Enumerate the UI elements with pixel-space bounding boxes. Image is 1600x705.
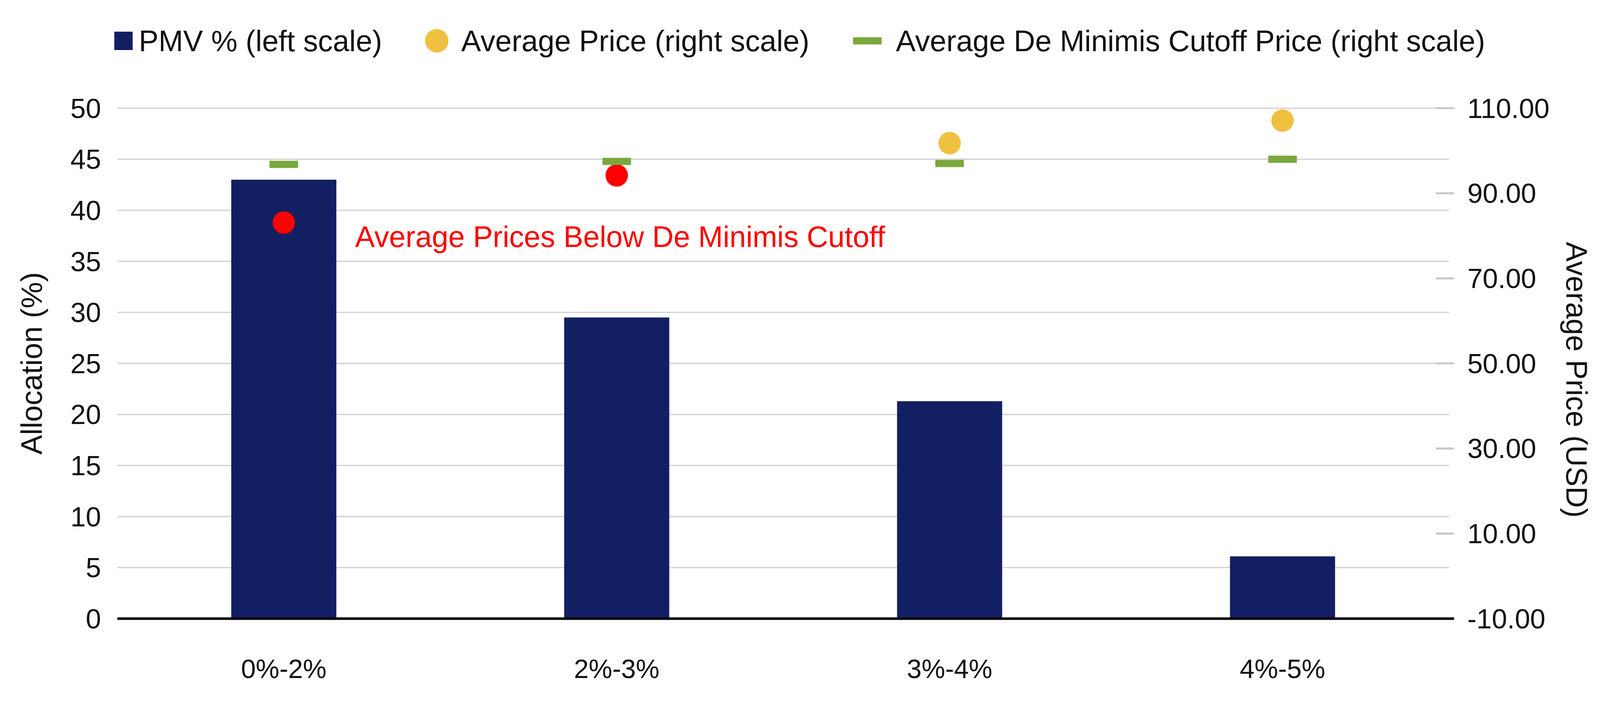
y2-tick-label: 30.00 <box>1467 432 1536 464</box>
legend-label: PMV % (left scale) <box>138 24 383 58</box>
legend-swatch <box>853 37 882 45</box>
marks <box>231 109 1336 619</box>
bar <box>231 179 337 619</box>
dash-marker <box>602 157 631 165</box>
grid-line <box>117 158 1449 160</box>
y2-tick <box>1435 447 1454 450</box>
grid-line <box>117 107 1449 109</box>
y2-tick <box>1435 107 1454 109</box>
dash-marker <box>935 159 964 167</box>
y2-tick <box>1435 532 1454 535</box>
legend-swatch <box>114 31 133 50</box>
y-tick-label: 0 <box>85 603 101 634</box>
y2-tick-label: 10.00 <box>1467 517 1536 549</box>
chart: 0 5 10 15 20 25 30 35 40 45 50 -10.00 10.00 30.00 50.0… <box>0 0 1600 705</box>
y-tick-label: 10 <box>70 501 101 533</box>
bar <box>564 317 670 619</box>
y2-tick <box>1435 277 1454 280</box>
x-tick-label: 3%-4% <box>907 653 993 684</box>
annotation: Average Prices Below De Minimis Cutoff <box>355 219 886 254</box>
legend-label: Average De Minimis Cutoff Price (right s… <box>896 24 1486 58</box>
bar <box>1230 556 1336 619</box>
legend-label: Average Price (right scale) <box>461 24 810 58</box>
y2-tick-label: 110.00 <box>1467 92 1550 124</box>
x-tick-label: 4%-5% <box>1239 653 1326 684</box>
bar <box>896 401 1002 619</box>
dash-marker <box>269 160 299 168</box>
y-tick-label: 20 <box>70 398 101 430</box>
x-tick-label: 0%-2% <box>241 653 327 684</box>
y2-tick <box>1435 362 1454 365</box>
y-tick-label: 35 <box>70 246 101 277</box>
y-tick-label: 30 <box>70 296 101 328</box>
y2-tick-label: 90.00 <box>1467 177 1536 209</box>
x-axis-line <box>117 617 1454 620</box>
x-tick-label: 2%-3% <box>573 653 660 684</box>
legend: PMV % (left scale) Average Price (right s… <box>114 24 1486 58</box>
y2-tick-label: -10.00 <box>1467 603 1546 634</box>
legend-swatch <box>425 28 449 53</box>
y-tick-label: 40 <box>70 194 101 226</box>
point <box>272 211 295 234</box>
y-axis-title: Allocation (%) <box>14 271 49 455</box>
dash-marker <box>1268 155 1297 163</box>
y2-tick-label: 50.00 <box>1467 348 1536 379</box>
y-tick-label: 50 <box>70 92 101 124</box>
y2-axis-title: Average Price (USD) <box>1560 241 1594 518</box>
y-tick-label: 45 <box>70 143 101 175</box>
y2-tick <box>1435 192 1454 195</box>
y2-tick-label: 70.00 <box>1467 262 1536 294</box>
y-tick-label: 15 <box>70 450 101 481</box>
y-tick-label: 25 <box>70 348 101 379</box>
page: {"chart_data": { "type": "bar", "categor… <box>0 0 1600 705</box>
point <box>938 131 961 154</box>
point <box>1271 109 1294 132</box>
y-tick-label: 5 <box>85 551 101 583</box>
point <box>605 164 628 187</box>
